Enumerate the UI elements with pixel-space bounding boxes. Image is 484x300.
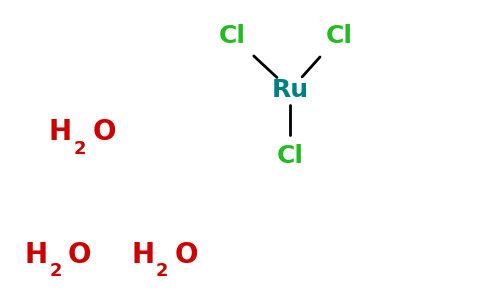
Text: Cl: Cl xyxy=(325,24,352,48)
Text: H: H xyxy=(131,241,154,269)
Text: O: O xyxy=(175,241,198,269)
Text: Cl: Cl xyxy=(277,144,304,168)
Text: H: H xyxy=(25,241,48,269)
Text: Cl: Cl xyxy=(219,24,246,48)
Text: H: H xyxy=(49,118,72,146)
Text: Ru: Ru xyxy=(272,78,309,102)
Text: 2: 2 xyxy=(156,262,168,280)
Text: O: O xyxy=(68,241,91,269)
Text: 2: 2 xyxy=(49,262,62,280)
Text: 2: 2 xyxy=(74,140,86,158)
Text: O: O xyxy=(92,118,116,146)
